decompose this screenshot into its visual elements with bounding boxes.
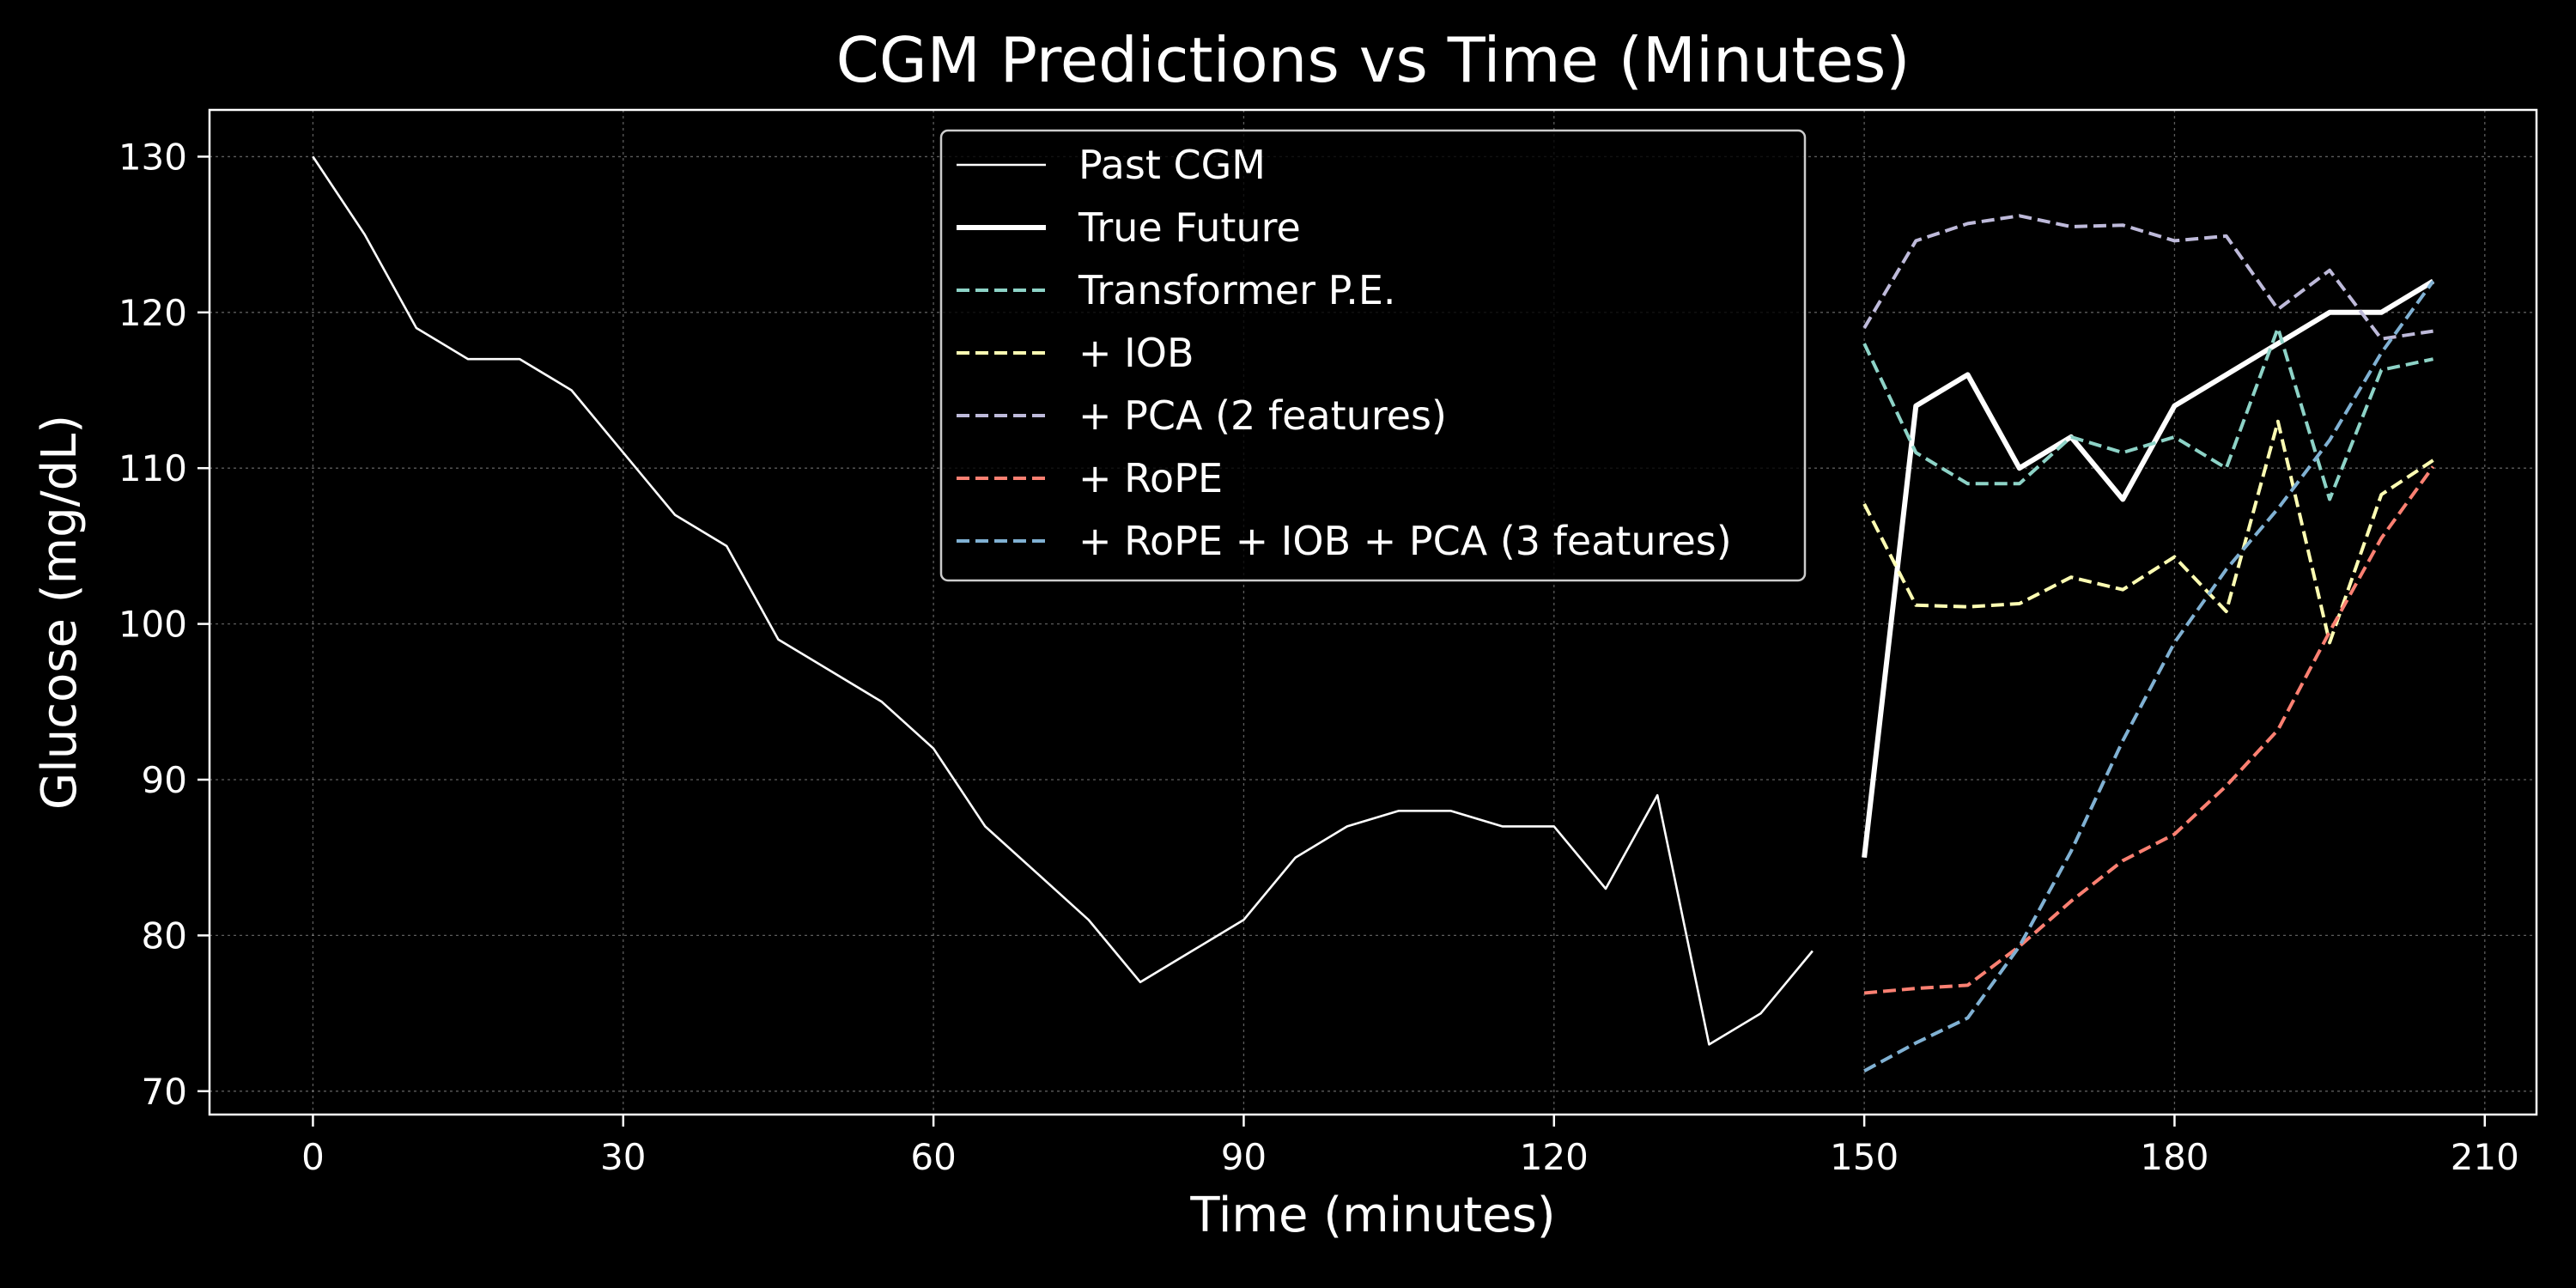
y-tick-label: 100 (118, 604, 187, 646)
series-line-6 (1863, 280, 2435, 1072)
x-tick-label: 30 (600, 1136, 646, 1178)
series-line-4 (1862, 214, 2433, 341)
legend-label: + RoPE (1078, 455, 1223, 501)
legend-label: + RoPE + IOB + PCA (3 features) (1078, 518, 1732, 564)
legend: Past CGM True Future Transformer P.E. + IOB… (939, 129, 1807, 582)
legend-label: + IOB (1078, 330, 1194, 376)
axis-ticks: 0 30 60 90 120 150 180 210 70 80 90 100 110 120 130 (118, 136, 2519, 1178)
legend-label: True Future (1078, 204, 1301, 251)
series-line-5 (1863, 465, 2435, 995)
x-tick-label: 210 (2451, 1136, 2519, 1178)
legend-label: + PCA (2 features) (1078, 392, 1447, 439)
legend-label: Past CGM (1078, 142, 1266, 188)
y-axis-label: Glucose (mg/dL) (32, 415, 88, 810)
legend-label: Transformer P.E. (1078, 267, 1396, 313)
y-tick-label: 110 (118, 447, 187, 489)
y-tick-label: 80 (142, 914, 187, 957)
plot-frame (208, 108, 2538, 1116)
x-tick-label: 180 (2140, 1136, 2208, 1178)
x-tick-label: 90 (1221, 1136, 1267, 1178)
x-axis-label: Time (minutes) (1189, 1188, 1555, 1243)
x-tick-label: 60 (910, 1136, 956, 1178)
y-tick-label: 120 (118, 292, 187, 334)
grid (210, 110, 2537, 1115)
x-tick-label: 120 (1520, 1136, 1589, 1178)
x-tick-label: 150 (1830, 1136, 1899, 1178)
chart-title: CGM Predictions vs Time (Minutes) (836, 24, 1911, 96)
series-lines (312, 155, 2435, 1072)
legend-box (939, 129, 1807, 582)
series-line-1 (1862, 278, 2435, 859)
series-line-0 (312, 155, 1814, 1046)
x-tick-label: 0 (301, 1136, 325, 1178)
y-tick-label: 130 (118, 136, 187, 178)
y-tick-label: 70 (142, 1071, 187, 1113)
y-tick-label: 90 (142, 759, 187, 801)
series-line-2 (1862, 326, 2434, 501)
